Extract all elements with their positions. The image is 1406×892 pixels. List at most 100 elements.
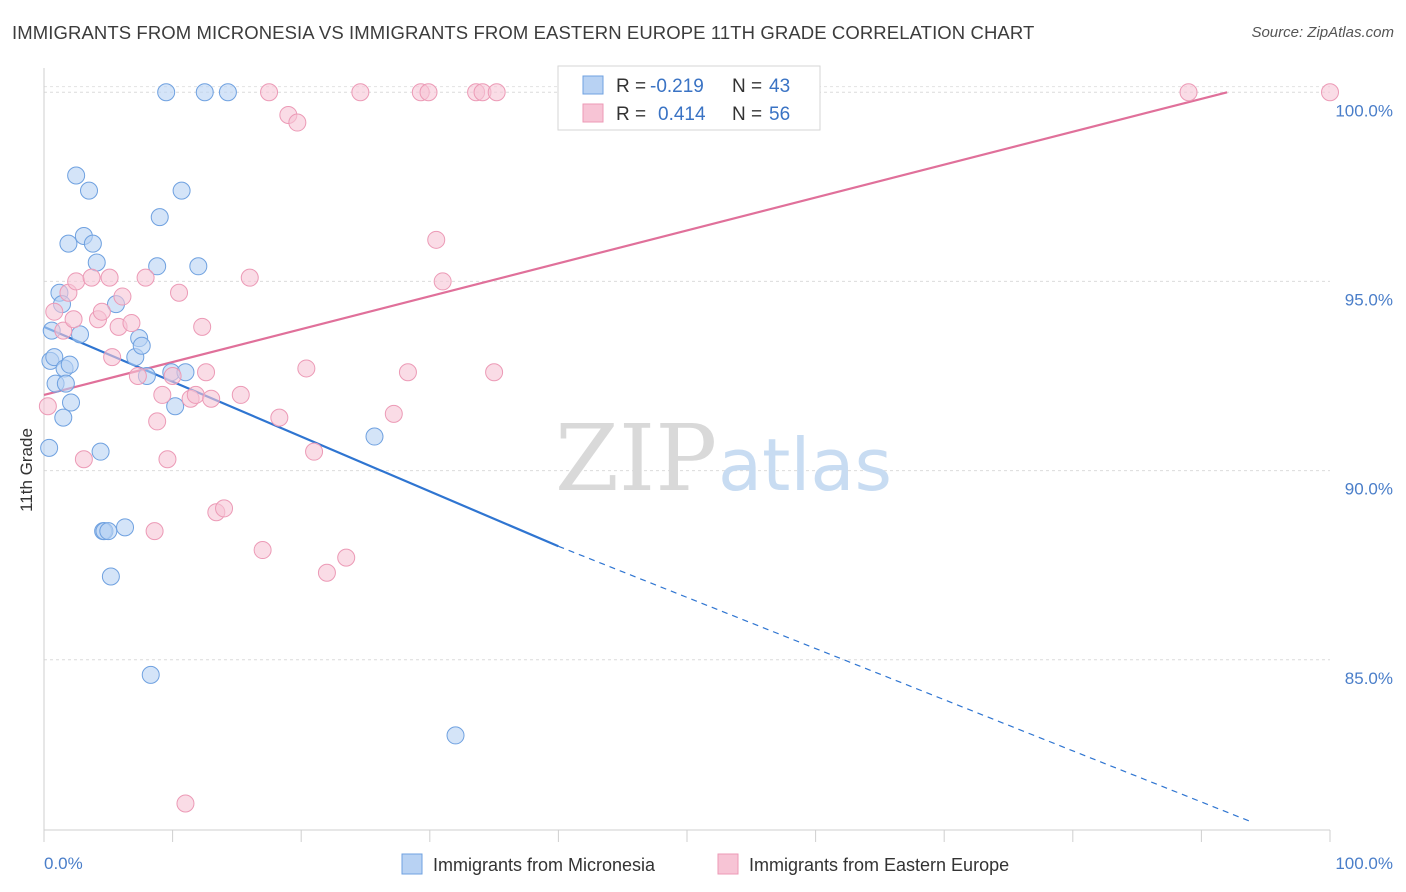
point-s0-14 [71,325,90,344]
point-s0-17 [83,234,102,253]
point-s1-14 [122,314,141,333]
point-s1-13 [113,287,132,306]
point-s0-11 [60,355,79,374]
data-points [38,83,1339,813]
point-s1-26 [193,317,212,336]
point-s1-38 [297,359,316,378]
point-s0-38 [189,257,208,276]
point-s0-33 [157,83,176,102]
watermark: ZIP atlas [555,405,892,512]
point-s0-7 [54,408,73,427]
source-label: Source: ZipAtlas.com [1251,24,1394,41]
point-s1-52 [487,83,506,102]
y-tick-label-1: 90.0% [1345,480,1393,499]
point-s0-41 [365,427,384,446]
point-s0-0 [40,438,59,457]
point-s1-27 [197,363,216,382]
point-s1-20 [158,450,177,469]
point-s1-37 [288,113,307,132]
legend-swatch-micronesia [582,75,604,95]
point-s1-7 [82,268,101,287]
legend-n-value-2: 56 [769,104,790,125]
point-s1-28 [202,389,221,408]
point-s1-17 [145,522,164,541]
y-tick-labels: 85.0% 90.0% 95.0% 100.0% [1335,101,1393,687]
x-tick-labels: 0.0% 100.0% [44,854,1393,873]
point-s1-16 [136,268,155,287]
series-legend: Immigrants from Micronesia Immigrants fr… [401,853,1009,875]
trend-line-extension-0 [558,545,1254,823]
point-s0-23 [101,567,120,586]
point-s1-53 [1179,83,1198,102]
point-s1-6 [74,450,93,469]
point-s0-19 [91,442,110,461]
point-s0-36 [172,181,191,200]
point-s0-22 [99,522,118,541]
point-s0-30 [141,665,160,684]
point-s1-18 [148,412,167,431]
legend-r-label-2: R = [616,104,646,125]
point-s1-39 [305,442,324,461]
point-s1-19 [153,385,172,404]
chart-title: IMMIGRANTS FROM MICRONESIA VS IMMIGRANTS… [12,22,1035,43]
point-s1-41 [337,548,356,567]
point-s0-3 [45,348,64,367]
point-s1-31 [231,385,250,404]
point-s1-42 [351,83,370,102]
point-s0-10 [59,234,78,253]
y-axis-label: 11th Grade [17,428,36,512]
point-s1-9 [92,302,111,321]
legend-swatch-eastern-europe [582,103,604,123]
x-tick-label-0: 0.0% [44,854,83,873]
point-s1-33 [253,541,272,560]
point-s1-32 [240,268,259,287]
point-s0-16 [80,181,99,200]
point-s0-32 [150,208,169,227]
point-s0-31 [148,257,167,276]
stats-legend: R = -0.219 N = 43 R = 0.414 N = 56 [557,65,821,131]
point-s1-51 [485,363,504,382]
x-tick-label-1: 100.0% [1335,854,1393,873]
point-s1-2 [54,321,73,340]
series-1-points [38,83,1339,813]
point-s0-35 [166,397,185,416]
trend-line-1 [43,91,1228,396]
point-s0-12 [62,393,81,412]
point-s1-22 [170,283,189,302]
point-s1-23 [176,794,195,813]
point-s1-0 [38,397,57,416]
point-s1-54 [1321,83,1339,102]
legend-r-label-1: R = [616,76,646,97]
point-s1-48 [433,272,452,291]
legend-n-value-1: 43 [769,76,790,97]
legend-r-value-2: 0.414 [658,104,706,125]
y-tick-label-0: 85.0% [1345,669,1393,688]
series-legend-swatch-micronesia [401,853,423,875]
watermark-atlas: atlas [718,423,892,507]
trend-line-0 [43,325,559,548]
point-s1-10 [100,268,119,287]
point-s1-1 [45,302,64,321]
point-s1-44 [398,363,417,382]
point-s0-42 [446,726,465,745]
point-s0-40 [218,83,237,102]
legend-r-value-1: -0.219 [650,76,704,97]
point-s1-15 [128,367,147,386]
legend-n-label-1: N = [732,76,762,97]
grid-lines [44,86,1330,661]
point-s1-46 [419,83,438,102]
series-legend-label-eastern-europe: Immigrants from Eastern Europe [749,855,1009,875]
point-s0-9 [56,374,75,393]
legend-n-label-2: N = [732,104,762,125]
point-s1-21 [163,367,182,386]
series-legend-label-micronesia: Immigrants from Micronesia [433,855,656,875]
point-s1-47 [427,230,446,249]
point-s0-39 [195,83,214,102]
point-s1-25 [186,385,205,404]
point-s0-13 [67,166,86,185]
point-s0-28 [132,336,151,355]
point-s1-35 [270,408,289,427]
point-s1-34 [260,83,279,102]
point-s1-11 [103,348,122,367]
